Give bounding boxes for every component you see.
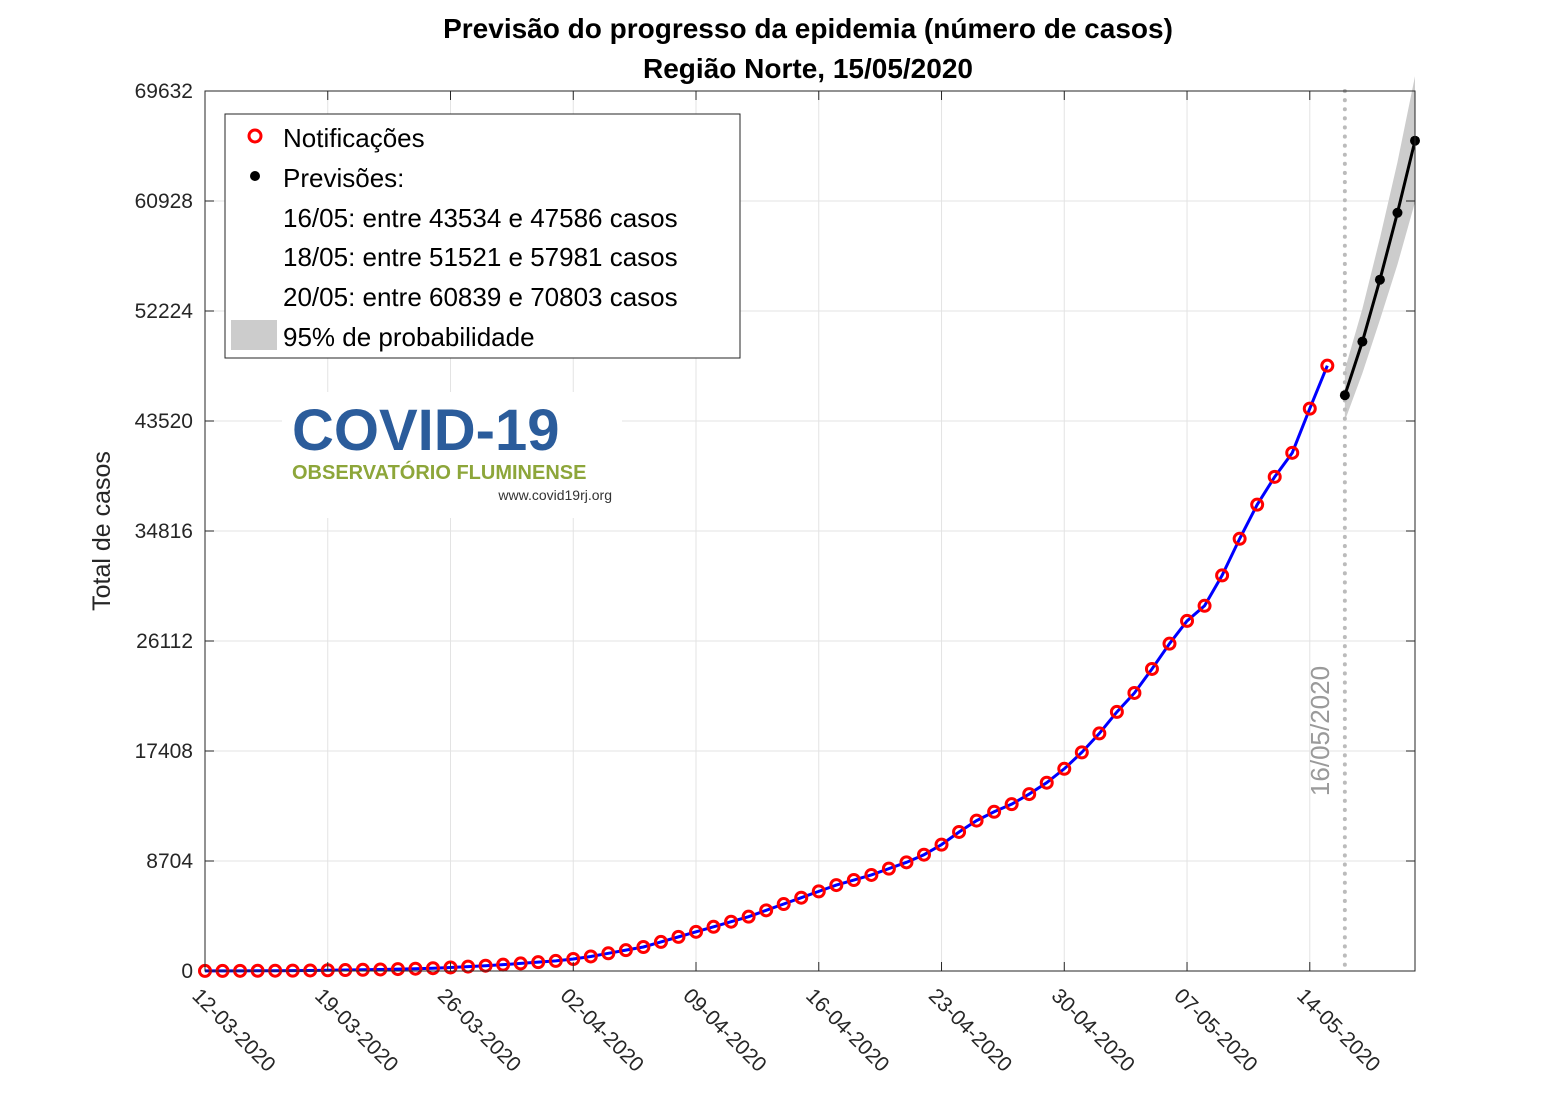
observed-point [864,867,879,882]
legend-box [224,113,741,359]
observed-point [408,961,423,976]
y-axis-label: Total de casos [88,451,116,611]
observed-point [1109,704,1124,719]
observed-point [1144,661,1159,676]
observed-point [1232,531,1247,546]
observed-point [443,960,458,975]
confidence-band [1344,76,1415,421]
legend-band-label: 95% de probabilidade [283,322,535,352]
observed-point [1127,685,1142,700]
legend-band-swatch [231,320,277,350]
observed-point [390,962,405,977]
forecast-point [1374,274,1385,285]
observed-point [1074,745,1089,760]
forecast-start-label: 16/05/2020 [1305,666,1335,796]
observed-point [548,953,563,968]
observed-point [653,934,668,949]
logo-background [282,392,622,518]
forecast-point [1339,390,1350,401]
observed-point [969,813,984,828]
legend-forecast-line-1: 16/05: entre 43534 e 47586 casos [283,203,678,233]
observed-point [1250,497,1265,512]
observed-point [1320,358,1335,373]
observed-point [811,884,826,899]
y-tick-label: 52224 [135,300,194,323]
observed-point [1162,636,1177,651]
observed-point [1092,726,1107,741]
observed-point [425,961,440,976]
legend-forecast-line-2: 18/05: entre 51521 e 57981 casos [283,242,678,272]
observed-point [987,804,1002,819]
forecast-point [1392,207,1403,218]
observed-point [496,957,511,972]
observed-point [1285,445,1300,460]
observed-point [794,890,809,905]
logo: COVID-19 OBSERVATÓRIO FLUMINENSE www.cov… [282,392,622,518]
observed-point [776,897,791,912]
observed-point [338,963,353,978]
observed-point [1302,401,1317,416]
series [198,135,1420,978]
observed-point [1022,787,1037,802]
observed-point [881,861,896,876]
observed-point [706,919,721,934]
observed-point [303,963,318,978]
observed-point [934,837,949,852]
observed-point [741,909,756,924]
y-tick-label: 26112 [136,630,193,653]
y-tick-label: 34816 [135,520,193,543]
observed-point [689,924,704,939]
logo-subtitle: OBSERVATÓRIO FLUMINENSE [292,460,586,484]
observed-point [1180,613,1195,628]
observed-point [618,943,633,958]
observed-point [846,873,861,888]
y-tick-label: 8704 [146,850,193,873]
observed-point [1057,761,1072,776]
observed-point [583,949,598,964]
observed-point [1039,775,1054,790]
observed-point [355,962,370,977]
observed-point [829,878,844,893]
y-tick-label: 17408 [135,740,193,763]
legend-forecast-marker [250,171,260,181]
observed-point [601,946,616,961]
y-tick-label: 60928 [135,190,193,213]
observed-point [671,929,686,944]
observed-point [1004,797,1019,812]
y-tick-label: 0 [181,960,193,983]
observed-point [531,955,546,970]
chart-title: Previsão do progresso da epidemia (númer… [443,13,1173,44]
observed-point [373,962,388,977]
observed-point [1197,598,1212,613]
observed-point [461,959,476,974]
legend-observed-label: Notificações [283,123,425,153]
legend-forecast-label: Previsões: [283,163,404,193]
legend-forecast-line-3: 20/05: entre 60839 e 70803 casos [283,282,678,312]
observed-point [724,914,739,929]
legend: Notificações Previsões: 16/05: entre 435… [224,113,741,359]
y-axis-ticks: 0 8704 17408 26112 34816 43520 52224 60928 69632 [135,80,1415,983]
y-tick-label: 69632 [135,80,193,103]
observed-point [1215,568,1230,583]
logo-title: COVID-19 [292,398,560,463]
observed-point [899,855,914,870]
observed-point [759,903,774,918]
confidence-band-area [1344,76,1415,421]
chart-subtitle: Região Norte, 15/05/2020 [643,53,973,84]
legend-observed-marker [247,128,263,144]
observed-point [513,956,528,971]
logo-url: www.covid19rj.org [497,487,612,503]
y-tick-label: 43520 [135,410,193,433]
observed-point [636,939,651,954]
observed-point [916,847,931,862]
observed-point [952,824,967,839]
observed-point [1267,469,1282,484]
forecast-point [1357,336,1368,347]
